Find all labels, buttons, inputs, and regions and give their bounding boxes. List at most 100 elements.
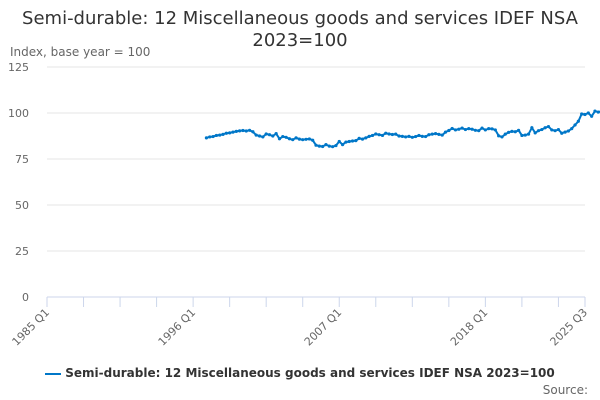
data-point <box>377 133 381 137</box>
data-point <box>590 114 594 118</box>
data-point <box>480 126 484 130</box>
data-point <box>294 136 298 140</box>
data-point <box>390 132 394 137</box>
data-point <box>387 132 391 136</box>
data-point <box>540 127 544 132</box>
data-point <box>384 131 388 135</box>
data-point <box>301 138 305 142</box>
data-point <box>407 134 411 138</box>
data-point <box>473 128 478 132</box>
y-tick-label: 50 <box>15 199 29 212</box>
data-point <box>364 136 368 140</box>
data-point <box>267 133 272 137</box>
data-point <box>304 137 308 141</box>
data-point <box>566 129 570 133</box>
data-point <box>261 135 265 139</box>
data-point <box>477 129 481 133</box>
data-point <box>337 139 341 144</box>
y-axis-label: Index, base year = 100 <box>10 45 151 59</box>
data-point <box>370 133 375 138</box>
data-point <box>447 128 451 133</box>
data-point <box>228 131 232 135</box>
data-point <box>257 134 262 138</box>
data-point <box>400 134 404 138</box>
data-point <box>350 139 355 143</box>
data-point <box>397 134 401 138</box>
data-point <box>457 127 461 131</box>
data-point <box>231 130 235 134</box>
data-point <box>563 130 567 134</box>
data-point <box>214 133 218 138</box>
data-point <box>254 133 258 137</box>
x-tick-label: 2007 Q1 <box>302 306 345 349</box>
data-point <box>490 127 494 131</box>
data-point <box>463 127 468 132</box>
data-point <box>583 112 587 117</box>
legend-item[interactable]: Semi-durable: 12 Miscellaneous goods and… <box>0 366 600 380</box>
data-point <box>367 134 371 138</box>
data-point <box>297 137 301 141</box>
chart-title: Semi-durable: 12 Miscellaneous goods and… <box>22 8 578 51</box>
data-point <box>284 135 288 139</box>
data-point <box>344 140 348 144</box>
data-point <box>324 143 328 147</box>
data-point <box>244 129 248 133</box>
data-point <box>331 145 335 149</box>
data-point <box>487 127 491 131</box>
data-point <box>520 133 524 138</box>
data-point <box>340 143 345 147</box>
data-point <box>497 134 501 138</box>
legend-label: Semi-durable: 12 Miscellaneous goods and… <box>65 366 555 380</box>
data-point <box>443 130 448 134</box>
data-point <box>334 143 338 148</box>
data-point <box>460 126 464 130</box>
data-point <box>467 127 471 131</box>
data-point <box>420 134 424 138</box>
data-point <box>374 132 378 136</box>
data-point <box>553 129 557 133</box>
data-point <box>404 135 408 139</box>
data-point <box>500 135 504 139</box>
legend-swatch <box>45 372 62 375</box>
y-tick-label: 75 <box>15 153 29 166</box>
data-point <box>523 133 527 137</box>
data-point <box>543 126 547 130</box>
data-point <box>576 119 580 123</box>
data-point <box>347 139 351 144</box>
data-point <box>274 132 278 136</box>
data-point <box>311 138 315 142</box>
y-tick-label: 125 <box>8 61 29 74</box>
data-point <box>430 132 434 136</box>
data-point <box>208 135 212 139</box>
data-point <box>550 128 554 132</box>
data-point <box>453 128 458 132</box>
data-point <box>221 132 225 136</box>
data-point <box>211 134 215 139</box>
data-point <box>277 137 282 141</box>
data-point <box>307 137 311 141</box>
data-point <box>433 132 438 136</box>
data-point <box>327 144 331 148</box>
x-tick-label: 2018 Q1 <box>448 306 491 349</box>
data-point <box>596 110 600 114</box>
data-point <box>536 129 541 133</box>
data-point <box>204 136 209 140</box>
x-tick-label: 1985 Q1 <box>10 306 53 349</box>
data-point <box>234 129 238 133</box>
y-tick-label: 25 <box>15 245 29 258</box>
data-point <box>423 134 428 139</box>
data-point <box>360 137 365 141</box>
data-point <box>593 109 597 113</box>
data-point <box>241 128 245 133</box>
data-point <box>317 144 321 148</box>
data-point <box>530 126 534 130</box>
source-label: Source: <box>542 383 588 397</box>
data-point <box>394 132 398 136</box>
data-point <box>493 128 497 132</box>
data-point <box>503 132 507 136</box>
data-point <box>271 134 275 138</box>
data-point <box>314 143 318 147</box>
data-point <box>287 137 292 141</box>
data-point <box>556 127 561 132</box>
data-point <box>516 128 521 132</box>
